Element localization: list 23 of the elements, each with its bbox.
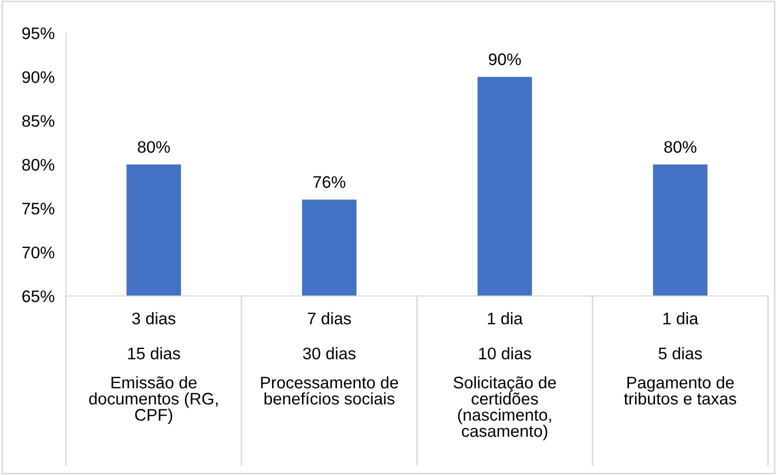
- data-label: 76%: [313, 176, 346, 188]
- text: 3 dias: [132, 312, 176, 324]
- x-tick-label: Solicitação de certidões (nascimento, casamento): [454, 376, 556, 440]
- x-tick-label: Processamento de benefícios sociais: [261, 376, 398, 405]
- y-tick-label: 85%: [22, 115, 54, 127]
- y-tick-label: 95%: [22, 27, 54, 40]
- y-tick-label: 90%: [22, 71, 54, 84]
- y-tick-label: 70%: [22, 246, 54, 258]
- text: 5 dias: [658, 347, 702, 360]
- text: 30 dias: [303, 347, 356, 360]
- data-label: 80%: [138, 141, 170, 153]
- data-label: 90%: [488, 53, 521, 66]
- text: 10 dias: [479, 347, 532, 360]
- text: 1 dia: [488, 312, 523, 324]
- y-tick-label: 75%: [22, 202, 54, 215]
- y-tick-label: 80%: [22, 158, 54, 171]
- data-label: 80%: [664, 141, 696, 153]
- text: 7 dias: [308, 312, 351, 324]
- text: 15 dias: [128, 347, 180, 360]
- x-tick-label: Pagamento de tributos e taxas: [624, 376, 736, 405]
- x-tick-label: Emissão de documentos (RG, CPF): [89, 376, 218, 424]
- y-tick-label: 65%: [22, 290, 54, 302]
- text: 1 dia: [663, 312, 698, 324]
